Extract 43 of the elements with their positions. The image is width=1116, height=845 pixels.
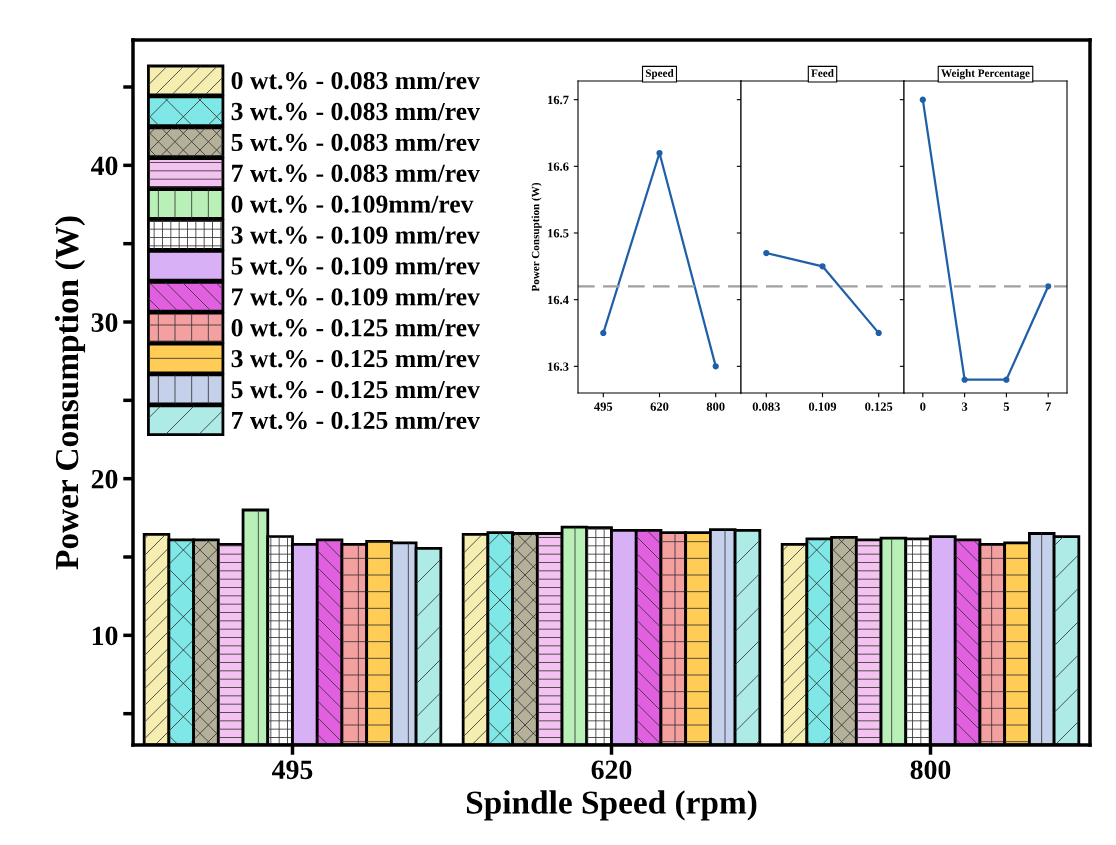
x-tick-label: 620 — [591, 760, 632, 780]
legend-label: 5 wt.% - 0.125 mm/rev — [231, 380, 480, 399]
y-tick-label: 10 — [92, 626, 118, 646]
y-tick-label: 16.5 — [548, 229, 569, 238]
y-axis-title: Power Consuption (W) — [531, 182, 542, 292]
y-axis-title: Power Consumption (W) — [54, 216, 86, 570]
point — [600, 329, 607, 337]
legend-label: 7 wt.% - 0.109 mm/rev — [232, 288, 480, 306]
y-tick-label: 20 — [91, 469, 118, 489]
x-tick-label: 5 — [1003, 402, 1010, 411]
x-axis-title: Spindle Speed (rpm) — [466, 790, 757, 821]
y-tick-label: 16.4 — [548, 295, 569, 305]
point — [656, 149, 663, 157]
legend-label: 3 wt.% - 0.109 mm/rev — [231, 226, 480, 244]
chart-title: Speed — [645, 69, 674, 80]
x-tick-label: 495 — [594, 402, 613, 411]
legend-label: 5 wt.% - 0.109 mm/rev — [231, 257, 480, 275]
chart-title: Weight Percentage — [941, 69, 1030, 80]
x-tick-label: 495 — [272, 760, 313, 780]
x-tick-label: 0 — [920, 402, 926, 411]
x-tick-label: 620 — [650, 402, 669, 411]
point — [712, 363, 719, 370]
y-tick-label: 16.7 — [548, 95, 569, 105]
y-tick-label: 30 — [91, 313, 118, 332]
legend-label: 3 wt.% - 0.125 mm/rev — [231, 349, 480, 368]
chart-title: Feed — [811, 69, 834, 77]
y-tick-label: 16.6 — [548, 162, 569, 171]
x-tick-label: 0.083 — [752, 402, 780, 411]
x-tick-label: 0.109 — [808, 402, 837, 411]
legend-label: 0 wt.% - 0.125 mm/rev — [231, 319, 480, 337]
y-tick-label: 16.3 — [548, 362, 569, 371]
legend-label: 7 wt.% - 0.125 mm/rev — [232, 411, 480, 430]
x-tick-label: 7 — [1045, 402, 1052, 411]
legend-label: 7 wt.% - 0.083 mm/rev — [232, 164, 480, 183]
y-tick-label: 40 — [91, 156, 118, 176]
legend-label: 0 wt.% - 0.083 mm/rev — [231, 71, 480, 90]
x-tick-label: 800 — [910, 760, 951, 780]
x-tick-label: 0.125 — [865, 402, 893, 411]
legend-label: 5 wt.% - 0.083 mm/rev — [231, 133, 480, 152]
x-tick-label: 3 — [961, 402, 968, 411]
x-tick-label: 800 — [706, 402, 725, 411]
legend-label: 3 wt.% - 0.083 mm/rev — [231, 102, 480, 121]
legend-label: 0 wt.% - 0.109mm/rev — [231, 195, 474, 213]
